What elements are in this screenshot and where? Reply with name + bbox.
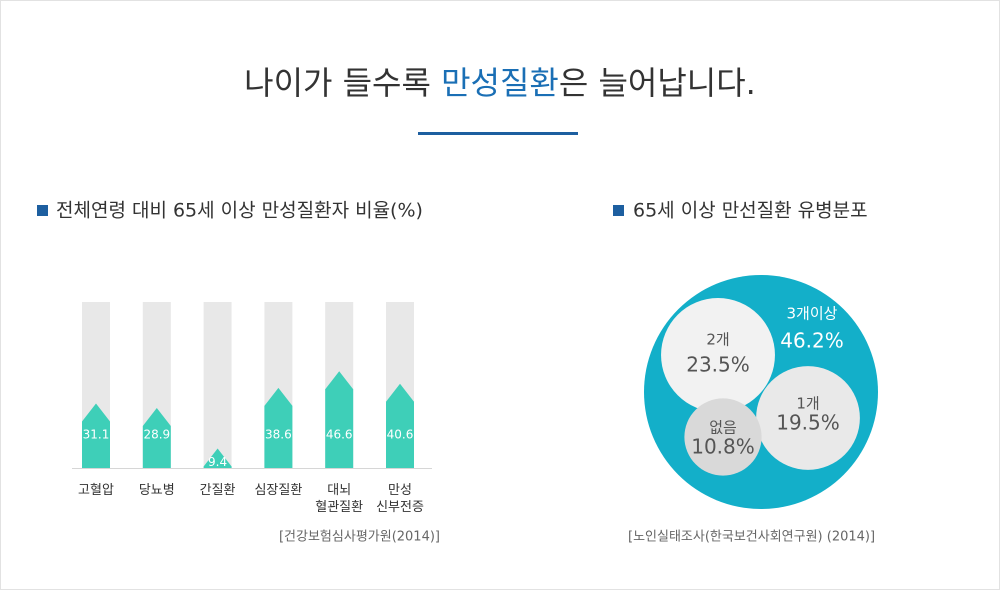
x-tick-label: 대뇌 혈관질환 <box>315 483 363 515</box>
x-tick-label: 심장질환 <box>254 483 302 498</box>
bar <box>82 403 110 468</box>
bar <box>142 408 171 468</box>
section-marker <box>613 205 624 216</box>
title-underline <box>418 132 578 135</box>
bar <box>203 448 232 468</box>
bar <box>325 371 354 468</box>
bubble-value: 46.2% <box>780 329 844 353</box>
bar-track <box>203 302 232 468</box>
section-marker <box>37 205 48 216</box>
x-tick-label: 고혈압 <box>78 483 114 498</box>
chart-title: 65세 이상 만선질환 유병분포 <box>633 200 868 222</box>
bubble <box>756 366 860 470</box>
bubble-category: 2개 <box>706 331 729 349</box>
x-tick-label: 간질환 <box>200 483 236 498</box>
chart-title: 전체연령 대비 65세 이상 만성질환자 비율(%) <box>56 200 423 222</box>
x-tick-label: 당뇨병 <box>139 483 175 498</box>
title-highlight: 만성질환 <box>441 64 559 102</box>
value-label: 28.9 <box>143 428 170 442</box>
bubble <box>661 298 775 412</box>
source-note: [노인실태조사(한국보건사회연구원) (2014)] <box>628 530 875 545</box>
bubble-category: 3개이상 <box>787 305 838 323</box>
bubble-category: 없음 <box>709 419 737 437</box>
bubble <box>684 398 762 476</box>
page-title: 나이가 들수록 만성질환은 늘어납니다. <box>244 64 756 102</box>
x-tick-label: 만성 신부전증 <box>376 483 424 515</box>
value-label: 38.6 <box>265 428 292 442</box>
bubble-value: 23.5% <box>686 353 750 377</box>
bubble-value: 19.5% <box>776 411 840 435</box>
value-label: 9.4 <box>208 455 227 469</box>
value-label: 46.6 <box>326 428 353 442</box>
bar <box>264 387 293 468</box>
source-note: [건강보험심사평가원(2014)] <box>279 530 440 545</box>
bar <box>386 383 414 468</box>
value-label: 40.6 <box>387 428 414 442</box>
bubble-value: 10.8% <box>691 435 755 459</box>
bubble-category: 1개 <box>796 395 819 413</box>
value-label: 31.1 <box>83 428 110 442</box>
